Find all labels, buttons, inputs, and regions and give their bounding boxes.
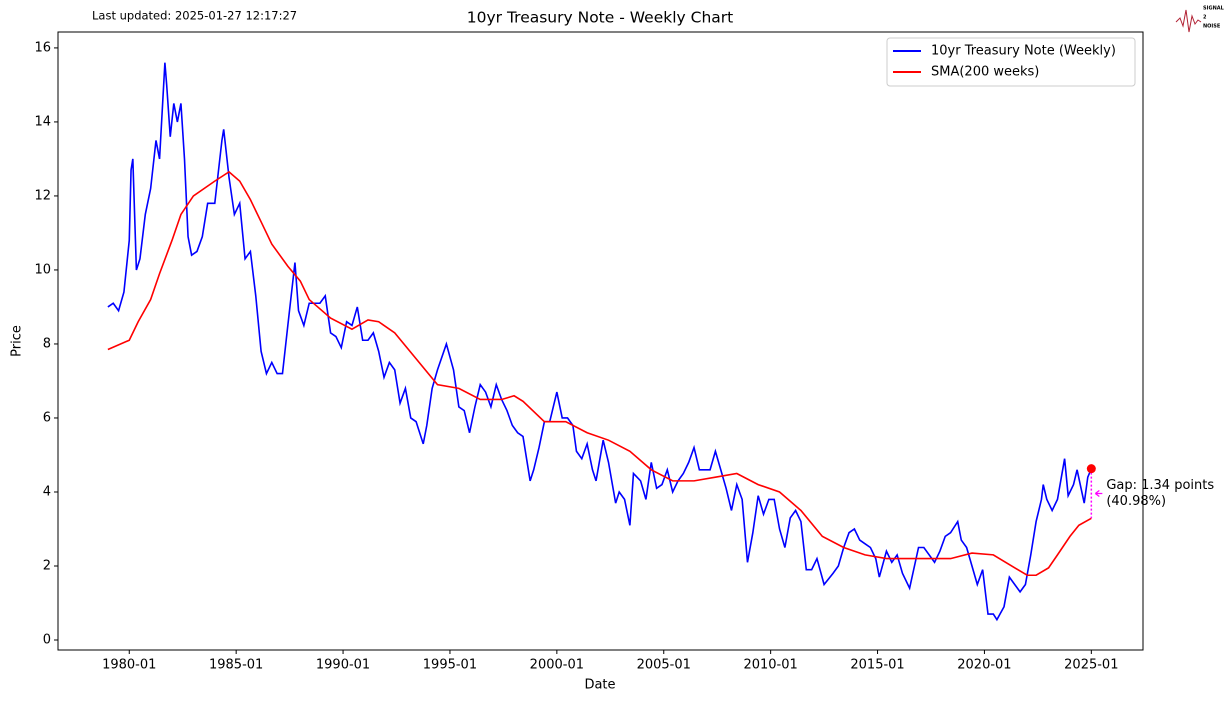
y-tick-label: 0	[43, 633, 51, 648]
y-tick-label: 6	[43, 410, 51, 425]
y-tick-label: 12	[34, 188, 51, 203]
y-tick-label: 8	[43, 336, 51, 351]
y-tick-label: 14	[34, 114, 51, 129]
annotation: (40.98%)	[1106, 494, 1166, 509]
x-tick-label: 1990-01	[316, 658, 370, 673]
chart-title: 10yr Treasury Note - Weekly Chart	[467, 9, 733, 27]
logo-text: SIGNAL	[1203, 6, 1225, 12]
x-tick-label: 2010-01	[743, 658, 797, 673]
y-tick-label: 10	[34, 262, 51, 277]
legend: 10yr Treasury Note (Weekly) SMA(200 weeks…	[886, 37, 1136, 87]
x-axis-label: Date	[584, 678, 615, 693]
logo: SIGNAL 2 NOISE	[1175, 6, 1225, 33]
x-tick-label: 2005-01	[637, 658, 691, 673]
x-tick-label: 1995-01	[423, 658, 477, 673]
logo-text: 2	[1203, 15, 1207, 21]
legend-label: 10yr Treasury Note (Weekly)	[931, 44, 1116, 59]
x-tick-label: 2000-01	[530, 658, 584, 673]
x-tick-label: 2015-01	[850, 658, 904, 673]
annotation: Gap: 1.34 points	[1106, 478, 1214, 493]
last-point-marker	[1086, 464, 1096, 474]
subtitle: Last updated: 2025-01-27 12:17:27	[92, 9, 297, 23]
line	[107, 170, 1092, 577]
legend-box	[886, 37, 1136, 87]
x-tick-label: 2020-01	[957, 658, 1011, 673]
x-tick-label: 1980-01	[102, 658, 156, 673]
y-tick-label: 4	[43, 484, 51, 499]
y-tick-label: 2	[43, 558, 51, 573]
x-tick-label: 1985-01	[209, 658, 263, 673]
y-axis-label: Price	[10, 325, 25, 357]
logo-text: NOISE	[1203, 24, 1221, 30]
plot-frame	[57, 31, 1144, 651]
y-tick-label: 16	[34, 40, 51, 55]
legend-label: SMA(200 weeks)	[931, 65, 1039, 80]
x-tick-label: 2025-01	[1064, 658, 1118, 673]
line	[107, 62, 1093, 622]
gap-arrow	[1094, 489, 1103, 497]
